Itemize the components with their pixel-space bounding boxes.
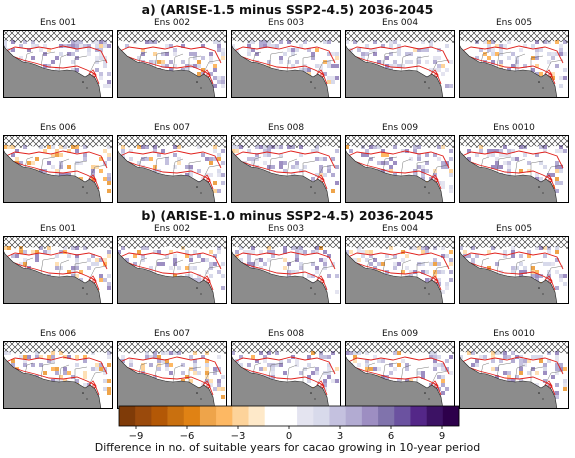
ensemble-map: [459, 236, 569, 304]
ensemble-map-title: Ens 002: [153, 224, 191, 234]
ensemble-map: [459, 135, 569, 203]
ensemble-map: [3, 341, 113, 409]
colorbar-segment: [345, 406, 363, 426]
ensemble-map: [345, 30, 455, 98]
colorbar-segment: [119, 406, 136, 426]
ensemble-map-cell: Ens 008: [231, 122, 341, 203]
ensemble-map: [231, 135, 341, 203]
colorbar-segment: [248, 406, 266, 426]
colorbar-tick-label: 6: [388, 431, 394, 441]
ensemble-map-title: Ens 001: [39, 18, 77, 28]
ensemble-map-title: Ens 003: [267, 224, 305, 234]
ensemble-map-cell: Ens 004: [345, 17, 455, 98]
colorbar-tick-label: −6: [180, 431, 195, 441]
ensemble-map-title: Ens 002: [153, 18, 191, 28]
ensemble-map-title: Ens 004: [381, 18, 419, 28]
colorbar-segment: [199, 406, 217, 426]
colorbar-segment: [297, 406, 314, 426]
ensemble-map-cell: Ens 002: [117, 223, 227, 304]
colorbar-tick-label: −3: [231, 431, 246, 441]
colorbar-segment: [167, 406, 185, 426]
ensemble-map: [345, 341, 455, 409]
ensemble-map-cell: Ens 008: [231, 328, 341, 409]
colorbar-segment: [232, 406, 249, 426]
ensemble-map-title: Ens 007: [153, 329, 191, 339]
colorbar-segment: [151, 406, 168, 426]
ensemble-map-cell: Ens 001: [3, 17, 113, 98]
colorbar-segment: [183, 406, 201, 426]
ensemble-map-cell: Ens 005: [459, 17, 569, 98]
ensemble-map-cell: Ens 005: [459, 223, 569, 304]
ensemble-map-title: Ens 0010: [493, 329, 535, 339]
ensemble-map-cell: Ens 001: [3, 223, 113, 304]
colorbar-segment: [264, 406, 282, 426]
colorbar-tick-label: −9: [129, 431, 144, 441]
colorbar-segment: [378, 406, 395, 426]
ensemble-map: [3, 30, 113, 98]
ensemble-map: [231, 341, 341, 409]
colorbar-segment: [216, 406, 233, 426]
colorbar-tick-label: 3: [337, 431, 343, 441]
ensemble-map: [345, 135, 455, 203]
ensemble-map: [459, 341, 569, 409]
colorbar-tick-label: 9: [439, 431, 445, 441]
ensemble-map-cell: Ens 0010: [459, 122, 569, 203]
ensemble-map-cell: Ens 003: [231, 223, 341, 304]
colorbar-segment: [442, 406, 460, 426]
ensemble-map: [3, 135, 113, 203]
ensemble-map-title: Ens 008: [267, 123, 305, 133]
ensemble-map: [231, 30, 341, 98]
colorbar-segment: [410, 406, 427, 426]
ensemble-map-title: Ens 008: [267, 329, 305, 339]
ensemble-map-title: Ens 005: [495, 224, 533, 234]
ensemble-map-cell: Ens 009: [345, 122, 455, 203]
ensemble-map-title: Ens 009: [381, 123, 419, 133]
ensemble-map-cell: Ens 003: [231, 17, 341, 98]
ensemble-map: [345, 236, 455, 304]
ensemble-map: [117, 30, 227, 98]
ensemble-map-title: Ens 005: [495, 18, 533, 28]
ensemble-map-cell: Ens 0010: [459, 328, 569, 409]
ensemble-map-title: Ens 001: [39, 224, 77, 234]
ensemble-map-title: Ens 004: [381, 224, 419, 234]
ensemble-map-cell: Ens 002: [117, 17, 227, 98]
ensemble-map: [3, 236, 113, 304]
ensemble-map-title: Ens 0010: [493, 123, 535, 133]
ensemble-map-title: Ens 003: [267, 18, 305, 28]
panel-b-title: b) (ARISE-1.0 minus SSP2-4.5) 2036-2045: [141, 208, 434, 223]
ensemble-map-cell: Ens 006: [3, 122, 113, 203]
ensemble-map-title: Ens 006: [39, 123, 77, 133]
ensemble-map-cell: Ens 006: [3, 328, 113, 409]
ensemble-map-cell: Ens 009: [345, 328, 455, 409]
colorbar-segment: [329, 406, 346, 426]
colorbar-segment: [426, 406, 444, 426]
colorbar-segment: [135, 406, 152, 426]
colorbar: −9 −6 −3 0 3 6 9: [118, 405, 460, 441]
ensemble-map: [117, 236, 227, 304]
colorbar-segment: [394, 406, 411, 426]
panel-a-title: a) (ARISE-1.5 minus SSP2-4.5) 2036-2045: [141, 2, 434, 17]
colorbar-tick-label: 0: [286, 431, 292, 441]
ensemble-map: [231, 236, 341, 304]
ensemble-map: [117, 135, 227, 203]
ensemble-map: [459, 30, 569, 98]
colorbar-label: Difference in no. of suitable years for …: [94, 441, 481, 454]
ensemble-map: [117, 341, 227, 409]
colorbar-segment: [280, 406, 298, 426]
ensemble-map-title: Ens 007: [153, 123, 191, 133]
ensemble-map-cell: Ens 007: [117, 122, 227, 203]
colorbar-segment: [361, 406, 379, 426]
ensemble-map-cell: Ens 007: [117, 328, 227, 409]
ensemble-map-cell: Ens 004: [345, 223, 455, 304]
ensemble-map-title: Ens 009: [381, 329, 419, 339]
ensemble-map-title: Ens 006: [39, 329, 77, 339]
colorbar-segment: [313, 406, 330, 426]
